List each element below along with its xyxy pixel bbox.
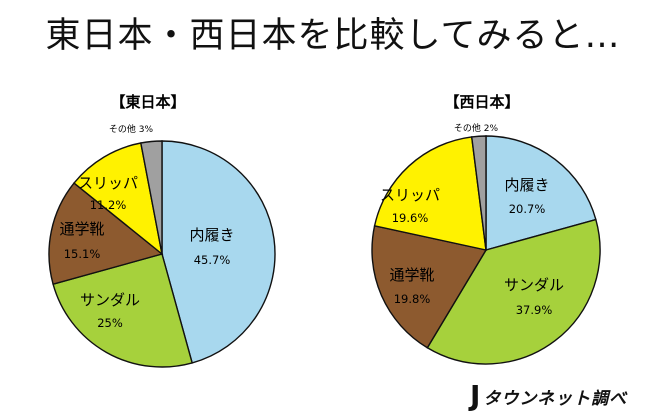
slice-value-label: 19.6% bbox=[392, 211, 429, 225]
slice-value-label: 45.7% bbox=[194, 253, 231, 267]
other-slice-label: その他 3% bbox=[109, 123, 154, 135]
pie-slice bbox=[373, 136, 487, 251]
pie-slice bbox=[73, 142, 164, 256]
slice-value-label: 25% bbox=[97, 316, 123, 330]
slice-value-label: 15.1% bbox=[64, 247, 101, 261]
slice-name-label: スリッパ bbox=[78, 174, 138, 192]
slice-name-label: 通学靴 bbox=[59, 220, 104, 238]
pie-slice bbox=[485, 135, 597, 251]
slice-name-label: 内履き bbox=[504, 176, 549, 194]
pie-slice bbox=[470, 135, 487, 251]
pie-title: 【東日本】 bbox=[110, 93, 185, 111]
slice-name-label: スリッパ bbox=[380, 186, 440, 204]
pie-title: 【西日本】 bbox=[444, 93, 519, 111]
pie-slice bbox=[371, 224, 488, 349]
slice-name-label: サンダル bbox=[504, 276, 564, 294]
pie-slice bbox=[426, 218, 601, 365]
slice-value-label: 19.8% bbox=[394, 292, 431, 306]
slice-name-label: 通学靴 bbox=[389, 266, 434, 284]
other-slice-label: その他 2% bbox=[454, 122, 499, 134]
pie-slice bbox=[48, 182, 164, 286]
slice-value-label: 11.2% bbox=[90, 198, 127, 212]
pie-slice bbox=[52, 253, 194, 368]
east-japan-pie: 【東日本】内履き 45.7% サンダル 25% 通学靴 15.1% スリッパ 11.2% その他… bbox=[48, 93, 276, 368]
pie-slice bbox=[140, 140, 163, 255]
slice-value-label: 37.9% bbox=[516, 303, 553, 317]
pie-slice bbox=[161, 140, 276, 364]
slice-name-label: 内履き bbox=[189, 226, 234, 244]
west-japan-pie: 【西日本】内履き 20.7% サンダル 37.9% 通学靴 19.8% スリッパ 19.6% そ… bbox=[371, 93, 601, 365]
logo-text: タウンネット調べ bbox=[483, 388, 628, 409]
page-title: 東日本・西日本を比較してみると… bbox=[45, 16, 621, 56]
slice-name-label: サンダル bbox=[80, 291, 140, 309]
logo-j-mark: J bbox=[470, 379, 482, 412]
source-logo: J タウンネット調べ bbox=[470, 381, 627, 411]
slice-value-label: 20.7% bbox=[509, 202, 546, 216]
